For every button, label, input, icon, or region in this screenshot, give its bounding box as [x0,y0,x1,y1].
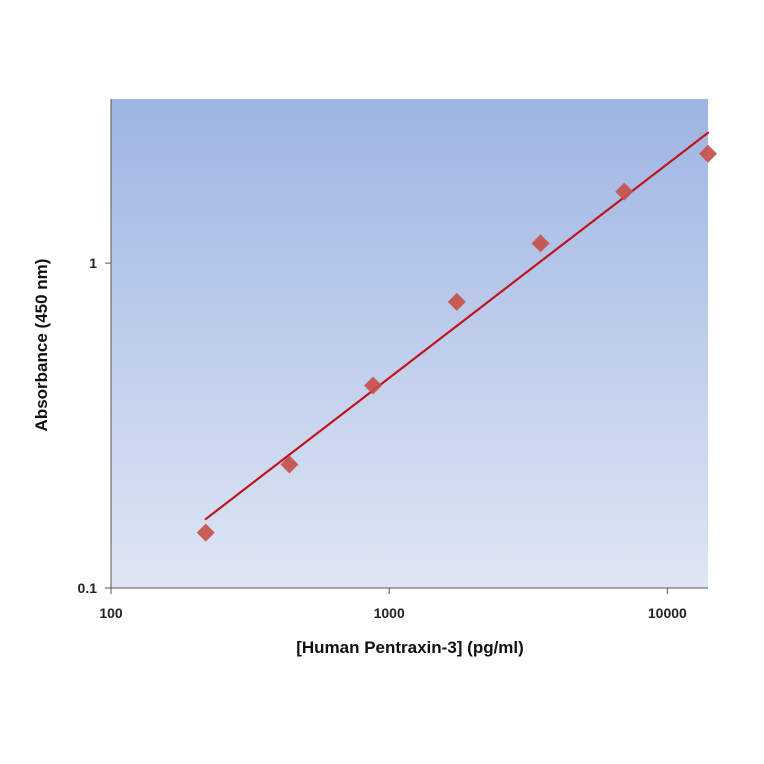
data-point [447,292,466,311]
y-axis-title: Absorbance (450 nm) [32,259,51,432]
x-tick-label: 10000 [648,605,687,621]
y-tick-label: 0.1 [78,580,98,596]
data-point [196,523,215,542]
data-point [531,234,550,253]
x-tick-label: 1000 [374,605,405,621]
axes [110,99,708,589]
data-point [699,144,717,163]
y-tick-label: 1 [89,255,97,271]
x-tick-label: 100 [99,605,123,621]
axis-ticks: 100 1000 10000 0.1 1 [78,255,687,621]
chart-marks [196,131,717,542]
data-point [280,455,299,474]
data-point [615,182,634,201]
x-axis-title: [Human Pentraxin-3] (pg/ml) [296,638,524,657]
data-point [364,376,383,395]
plot-area [111,99,708,588]
